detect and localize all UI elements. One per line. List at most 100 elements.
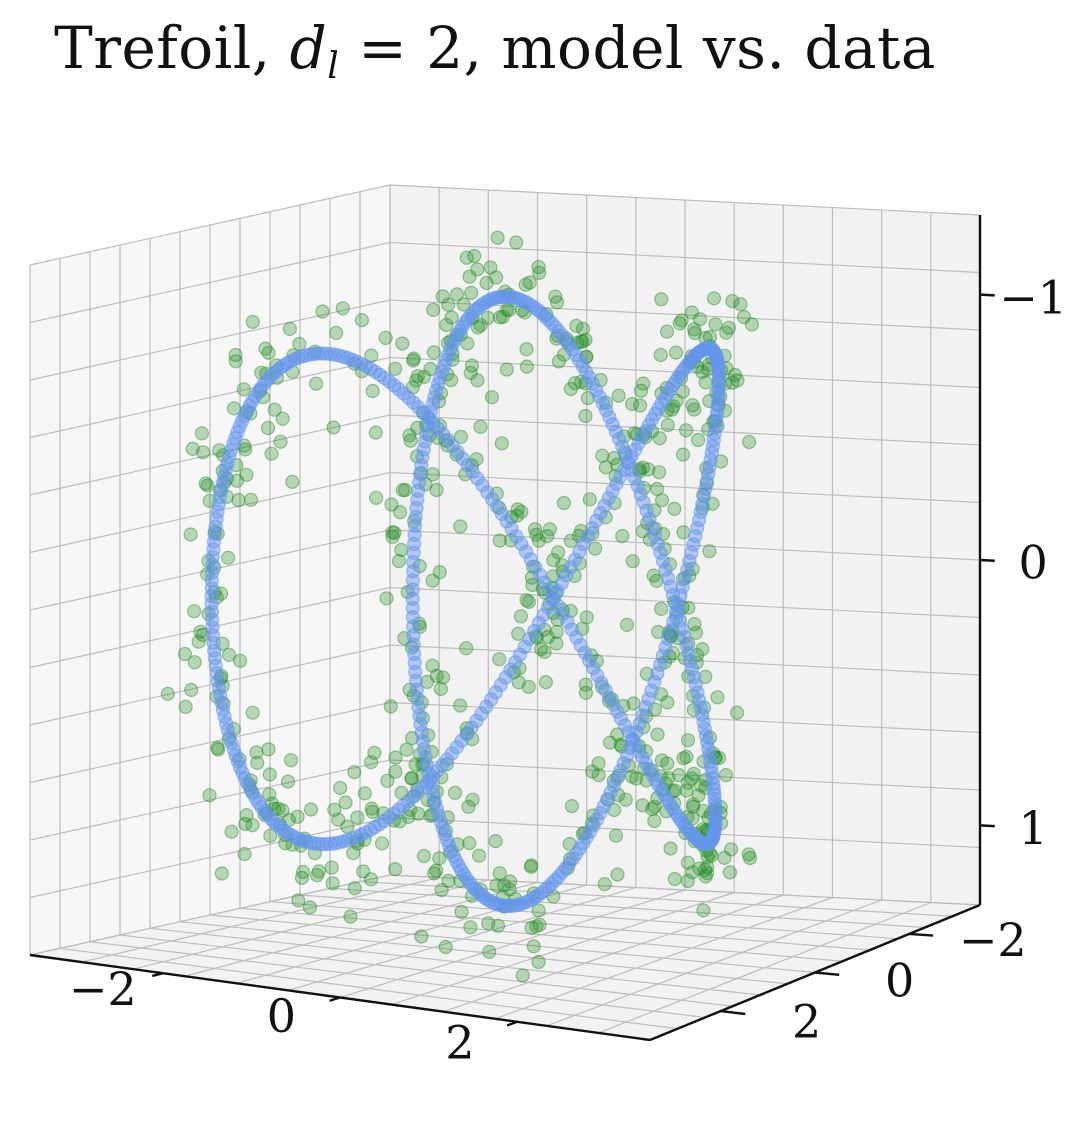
data-point <box>280 774 296 789</box>
axis-ticks <box>151 293 995 1027</box>
data-point <box>650 727 665 742</box>
data-point <box>582 492 597 507</box>
model-curve-point <box>710 397 725 412</box>
model-curve-point <box>494 506 510 522</box>
data-point <box>239 807 254 823</box>
data-point <box>531 259 546 275</box>
model-curve-point <box>635 708 650 723</box>
data-point <box>395 483 410 498</box>
data-point <box>521 594 537 609</box>
data-point <box>465 731 480 747</box>
data-point <box>228 347 243 363</box>
model-curve-point <box>425 769 440 784</box>
model-curve-point <box>498 670 513 685</box>
data-point <box>646 568 661 583</box>
data-point <box>741 847 756 862</box>
data-point <box>184 682 199 698</box>
data-point <box>532 265 547 280</box>
model-curve-point <box>531 616 547 631</box>
grid-line <box>389 184 981 216</box>
data-point <box>489 270 504 285</box>
data-point <box>228 354 243 369</box>
data-point <box>200 478 215 493</box>
model-curve-point <box>703 760 719 775</box>
data-point <box>678 423 694 438</box>
data-point <box>741 434 757 450</box>
data-point <box>532 917 547 932</box>
data-point <box>423 361 438 377</box>
data-point <box>629 771 644 786</box>
data-point <box>546 553 561 568</box>
model-curve-point <box>204 573 219 588</box>
data-point <box>679 783 694 798</box>
data-point <box>578 408 593 424</box>
model-curve-point <box>205 557 220 572</box>
data-point <box>663 841 678 856</box>
data-point <box>275 411 290 426</box>
data-point <box>647 813 662 829</box>
data-point <box>533 641 549 657</box>
data-point <box>611 388 626 403</box>
model-curve-point <box>627 470 642 486</box>
model-curve-point <box>586 660 601 676</box>
data-point <box>647 503 662 518</box>
data-point <box>718 767 734 783</box>
data-point <box>522 275 537 290</box>
model-curve-point <box>600 792 615 807</box>
model-curve-point <box>641 691 656 707</box>
model-curve-point <box>572 544 587 559</box>
y-tick-label: 2 <box>792 994 821 1048</box>
data-point <box>296 864 311 880</box>
data-point <box>513 609 529 624</box>
model-curve-point <box>655 649 670 664</box>
data-point <box>453 429 468 444</box>
data-point <box>459 641 474 656</box>
data-point <box>550 328 566 343</box>
z-tick-label: −1 <box>999 270 1067 324</box>
data-point <box>548 289 563 304</box>
model-curve-point <box>493 677 508 693</box>
y-tick-label: 0 <box>885 954 914 1008</box>
data-point <box>473 419 488 434</box>
model-curve-point <box>704 765 720 781</box>
data-point <box>524 920 539 935</box>
data-point <box>462 269 477 284</box>
chart-title: Trefoil, dl = 2, model vs. data <box>0 14 990 87</box>
data-point <box>470 262 485 277</box>
data-point <box>357 786 372 801</box>
data-point <box>686 766 701 782</box>
data-point <box>467 248 482 264</box>
data-point <box>350 810 365 825</box>
data-point <box>343 909 358 924</box>
data-point <box>585 764 600 779</box>
data-point <box>379 591 394 606</box>
model-curve-point <box>670 604 685 620</box>
model-curve-point <box>602 690 617 705</box>
model-curve-point <box>554 576 569 591</box>
data-point <box>294 870 310 886</box>
data-point <box>579 349 594 364</box>
data-point <box>563 381 579 397</box>
model-curve-point <box>711 387 726 402</box>
data-point <box>697 862 713 878</box>
data-point <box>195 627 210 643</box>
model-curve-point <box>624 462 639 478</box>
data-point <box>426 345 441 360</box>
data-point <box>654 493 670 508</box>
y-tick <box>814 971 840 976</box>
data-point <box>324 860 339 875</box>
data-point <box>444 373 459 388</box>
data-point <box>461 799 476 814</box>
model-curve-point <box>663 622 678 638</box>
model-curve-point <box>564 622 580 637</box>
data-point <box>667 871 682 887</box>
data-point <box>615 528 630 544</box>
data-point <box>356 864 371 879</box>
x-tick-label: 0 <box>267 989 296 1043</box>
model-curve-point <box>508 655 523 670</box>
data-point <box>719 325 734 340</box>
data-point <box>429 863 444 878</box>
data-point <box>459 250 474 265</box>
data-point <box>591 756 606 771</box>
model-curve-point <box>630 478 645 494</box>
